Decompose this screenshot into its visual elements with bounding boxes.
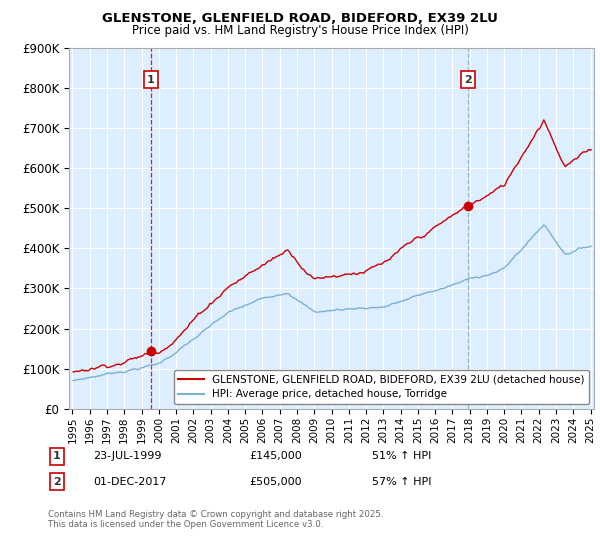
Text: 2: 2 <box>53 477 61 487</box>
Text: £145,000: £145,000 <box>249 451 302 461</box>
Text: 51% ↑ HPI: 51% ↑ HPI <box>372 451 431 461</box>
Text: 2: 2 <box>464 74 472 85</box>
Text: 23-JUL-1999: 23-JUL-1999 <box>93 451 161 461</box>
Legend: GLENSTONE, GLENFIELD ROAD, BIDEFORD, EX39 2LU (detached house), HPI: Average pri: GLENSTONE, GLENFIELD ROAD, BIDEFORD, EX3… <box>173 370 589 404</box>
Text: 1: 1 <box>147 74 155 85</box>
Text: Price paid vs. HM Land Registry's House Price Index (HPI): Price paid vs. HM Land Registry's House … <box>131 24 469 36</box>
Text: GLENSTONE, GLENFIELD ROAD, BIDEFORD, EX39 2LU: GLENSTONE, GLENFIELD ROAD, BIDEFORD, EX3… <box>102 12 498 25</box>
Text: 1: 1 <box>53 451 61 461</box>
Text: 57% ↑ HPI: 57% ↑ HPI <box>372 477 431 487</box>
Text: 01-DEC-2017: 01-DEC-2017 <box>93 477 167 487</box>
Text: Contains HM Land Registry data © Crown copyright and database right 2025.
This d: Contains HM Land Registry data © Crown c… <box>48 510 383 529</box>
Text: £505,000: £505,000 <box>249 477 302 487</box>
